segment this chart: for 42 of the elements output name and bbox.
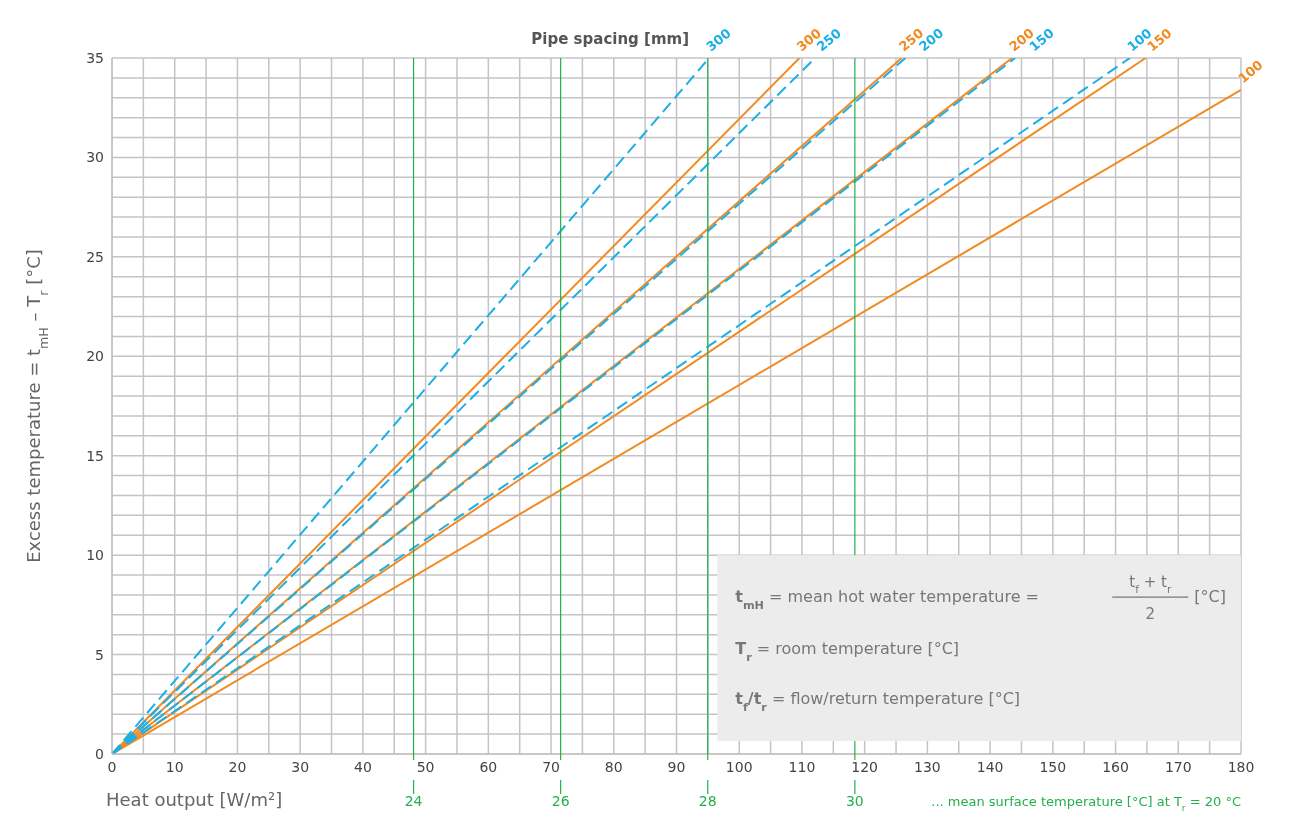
x-tick-label: 100 xyxy=(725,758,753,775)
x-tick-label: 10 xyxy=(165,758,184,775)
y-tick-label: 0 xyxy=(95,745,104,762)
text: 300 xyxy=(703,25,734,55)
x-tick-label: 170 xyxy=(1164,758,1192,775)
x-tick-label: 30 xyxy=(291,758,310,775)
annotation: 2 xyxy=(1145,605,1156,624)
annotation: [°C] xyxy=(1194,587,1226,607)
y-tick-label: 10 xyxy=(86,547,104,564)
x-tick-label: 120 xyxy=(851,758,879,775)
x-tick-label: 50 xyxy=(416,758,435,775)
x-tick-label: 70 xyxy=(542,758,560,775)
x-tick-label: 90 xyxy=(667,758,686,775)
annotation: T$_{r}$ = room temperature [°C] xyxy=(735,639,960,664)
y-tick-label: 35 xyxy=(86,49,104,66)
x-tick-label: 80 xyxy=(604,758,623,775)
legend-title: Pipe spacing [mm] xyxy=(531,30,690,48)
y-tick-label: 30 xyxy=(86,149,104,166)
y-tick-label: 15 xyxy=(86,447,104,464)
x-tick-label: 180 xyxy=(1227,758,1255,775)
x-tick-label: 110 xyxy=(788,758,816,775)
x-tick-label: 0 xyxy=(107,758,117,775)
x-tick-label: 60 xyxy=(479,758,498,775)
x-tick-label: 130 xyxy=(914,758,941,775)
y-tick-label: 25 xyxy=(86,248,104,265)
x-tick-label: 20 xyxy=(228,758,247,775)
y-tick-label: 5 xyxy=(95,646,104,663)
x-tick-label: 150 xyxy=(1039,758,1067,775)
x-tick-label: 40 xyxy=(353,758,372,775)
x2-tick-label: 28 xyxy=(698,793,717,809)
x-axis-title: Heat output [W/m²] xyxy=(106,789,283,810)
x2-tick-label: 26 xyxy=(551,793,570,809)
annotation: t$_{f}$ + t$_{r}$ xyxy=(1129,573,1172,596)
y-tick-label: 20 xyxy=(86,348,104,365)
x-tick-label: 140 xyxy=(976,758,1004,775)
x2-tick-label: 24 xyxy=(404,793,423,809)
text: 100 xyxy=(1235,57,1266,87)
annotation: t$_{f}$/t$_{r}$ = flow/return temperature [°C] xyxy=(735,689,1021,714)
x2-tick-label: 30 xyxy=(845,793,864,809)
annotation: t$_{mH}$ = mean hot water temperature = xyxy=(735,587,1040,612)
x-tick-label: 160 xyxy=(1102,758,1129,775)
x2-axis-title: ... mean surface temperature [°C] at T$_{r}$ = 20 °C xyxy=(931,794,1241,813)
